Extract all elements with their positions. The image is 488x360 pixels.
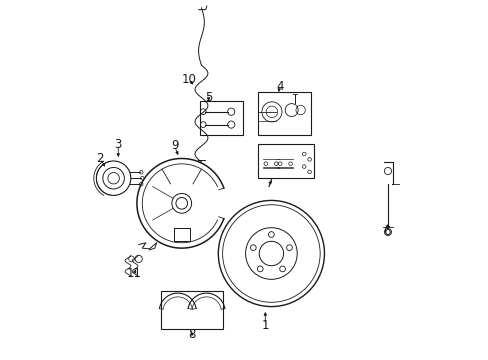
Text: 8: 8 (188, 328, 195, 341)
Bar (258, 92, 310, 135)
Bar (161, 291, 223, 329)
Text: 6: 6 (383, 225, 390, 238)
Text: 7: 7 (265, 177, 273, 190)
Text: 3: 3 (114, 138, 122, 151)
Text: 10: 10 (181, 73, 196, 86)
Bar (199, 101, 242, 135)
Text: 11: 11 (126, 267, 141, 280)
Text: 9: 9 (170, 139, 178, 152)
Bar (258, 144, 314, 178)
Text: 4: 4 (275, 80, 283, 93)
Text: 1: 1 (261, 319, 268, 332)
Text: 2: 2 (97, 152, 104, 165)
Text: 5: 5 (204, 91, 212, 104)
